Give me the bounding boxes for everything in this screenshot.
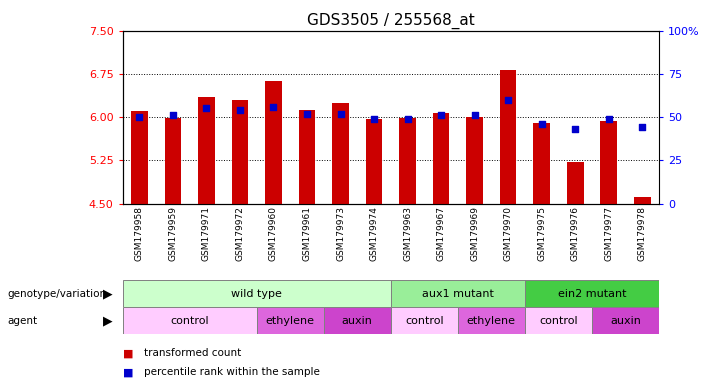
Point xyxy=(369,116,380,122)
Text: ethylene: ethylene xyxy=(266,316,315,326)
Text: ein2 mutant: ein2 mutant xyxy=(558,289,626,299)
Text: wild type: wild type xyxy=(231,289,283,299)
Text: percentile rank within the sample: percentile rank within the sample xyxy=(144,367,320,377)
Point xyxy=(569,126,580,132)
Point xyxy=(536,121,547,127)
Point xyxy=(503,97,514,103)
Bar xyxy=(324,307,391,334)
Bar xyxy=(265,81,282,204)
Point xyxy=(168,112,179,118)
Bar xyxy=(123,280,391,307)
Bar xyxy=(332,103,349,204)
Title: GDS3505 / 255568_at: GDS3505 / 255568_at xyxy=(307,13,475,29)
Bar xyxy=(466,117,483,204)
Bar xyxy=(198,97,215,204)
Bar xyxy=(366,119,383,204)
Bar xyxy=(391,307,458,334)
Text: ■: ■ xyxy=(123,367,133,377)
Bar xyxy=(592,307,659,334)
Text: transformed count: transformed count xyxy=(144,348,241,358)
Point xyxy=(134,114,145,120)
Text: auxin: auxin xyxy=(610,316,641,326)
Bar xyxy=(567,162,583,204)
Text: control: control xyxy=(539,316,578,326)
Bar xyxy=(399,118,416,204)
Point xyxy=(335,111,346,117)
Text: ▶: ▶ xyxy=(102,287,112,300)
Bar xyxy=(634,197,651,204)
Text: ■: ■ xyxy=(123,348,133,358)
Text: control: control xyxy=(170,316,209,326)
Point xyxy=(435,112,447,118)
Bar xyxy=(131,111,148,204)
Point xyxy=(402,116,413,122)
Text: agent: agent xyxy=(7,316,37,326)
Bar xyxy=(525,307,592,334)
Bar xyxy=(123,307,257,334)
Bar xyxy=(257,307,324,334)
Point xyxy=(234,107,245,113)
Point xyxy=(637,124,648,131)
Bar xyxy=(458,307,525,334)
Point xyxy=(469,112,480,118)
Text: ethylene: ethylene xyxy=(467,316,516,326)
Point xyxy=(603,116,614,122)
Text: aux1 mutant: aux1 mutant xyxy=(422,289,494,299)
Text: ▶: ▶ xyxy=(102,314,112,327)
Point xyxy=(301,111,313,117)
Text: auxin: auxin xyxy=(342,316,373,326)
Text: genotype/variation: genotype/variation xyxy=(7,289,106,299)
Point xyxy=(268,104,279,110)
Bar xyxy=(500,70,517,204)
Bar xyxy=(231,100,248,204)
Bar xyxy=(299,110,315,204)
Bar xyxy=(165,118,182,204)
Point xyxy=(201,106,212,112)
Bar xyxy=(391,280,525,307)
Bar xyxy=(533,123,550,204)
Text: control: control xyxy=(405,316,444,326)
Bar xyxy=(525,280,659,307)
Bar xyxy=(600,121,617,204)
Bar xyxy=(433,113,449,204)
